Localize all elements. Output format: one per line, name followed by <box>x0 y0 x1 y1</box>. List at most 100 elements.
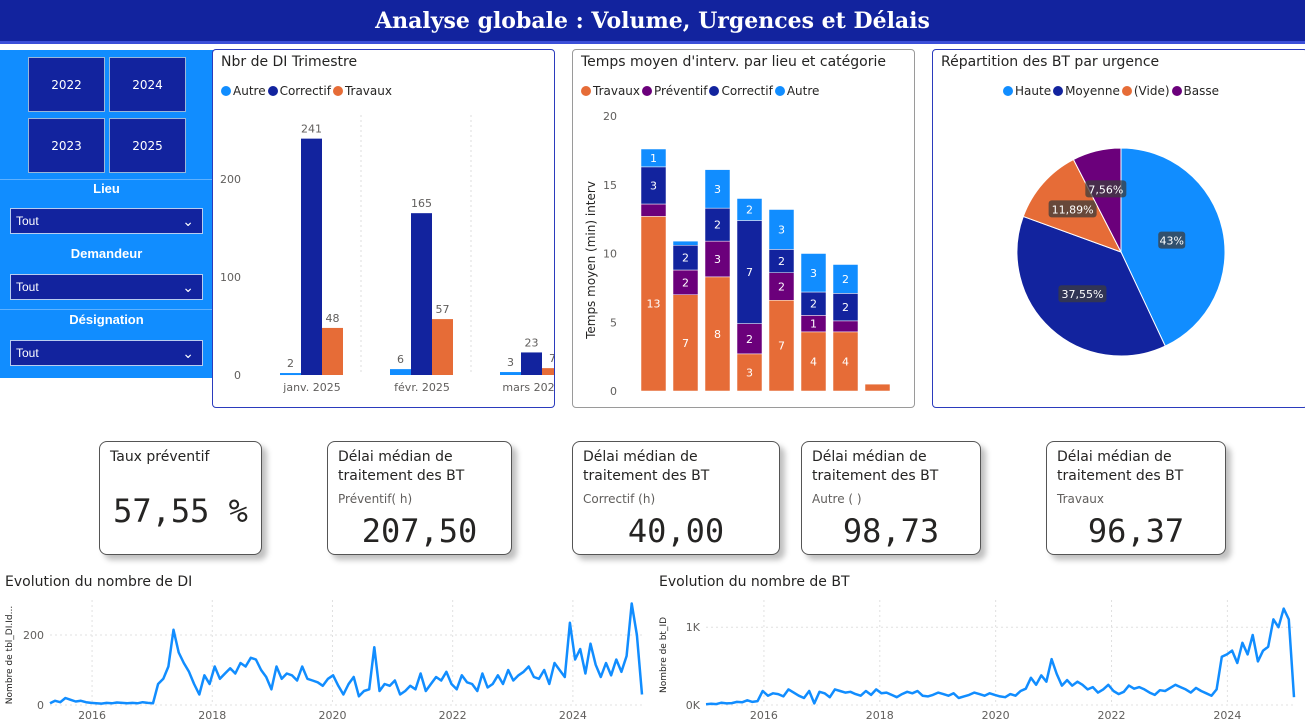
data-label: 2 <box>714 219 721 232</box>
bt-urgence-card[interactable]: Répartition des BT par urgence Haute Moy… <box>932 49 1305 408</box>
legend-item-moyenne[interactable]: Moyenne <box>1053 84 1120 98</box>
data-label: 3 <box>714 253 721 266</box>
bar-segment <box>832 320 859 333</box>
pie-slice-basse <box>1072 147 1122 253</box>
bar-segment <box>800 253 827 293</box>
chart-title: Evolution du nombre de BT <box>659 574 850 590</box>
x-tick-label: 2016 <box>750 709 778 722</box>
title-underline <box>0 41 1305 44</box>
data-label-bg <box>1058 285 1107 303</box>
kpi-subtitle: Travaux <box>1057 492 1105 506</box>
kpi-value: 98,73 <box>842 512 940 550</box>
separator <box>0 179 213 180</box>
bar-segment <box>832 331 859 392</box>
kpi-card-delai-autre[interactable]: Délai médian de traitement des BT Autre … <box>801 441 981 555</box>
legend-item-autre[interactable]: Autre <box>774 84 819 98</box>
kpi-title: Délai médian de traitement des BT <box>583 449 710 484</box>
chevron-down-icon: ⌄ <box>182 213 194 229</box>
y-axis-label: Nombre de bt_ID <box>659 617 669 693</box>
year-button-2022[interactable]: 2022 <box>28 57 105 112</box>
page-title: Analyse globale : Volume, Urgences et Dé… <box>0 0 1305 42</box>
y-tick-label: 0 <box>37 699 44 712</box>
kpi-title: Délai médian de traitement des BT <box>812 449 939 484</box>
chart-title: Répartition des BT par urgence <box>941 54 1160 70</box>
bar-segment <box>864 383 891 392</box>
year-button-2025[interactable]: 2025 <box>109 118 186 173</box>
legend-item-travaux[interactable]: Travaux <box>581 84 640 98</box>
series-line <box>705 607 1296 706</box>
chart-title: Temps moyen d'interv. par lieu et catégo… <box>581 54 886 70</box>
x-tick-label: 2020 <box>982 709 1010 722</box>
y-tick-label: 200 <box>220 173 241 186</box>
legend-item-travaux[interactable]: Travaux <box>332 84 392 98</box>
bar-segment <box>800 331 827 392</box>
data-label: 57 <box>436 303 450 316</box>
data-label: 7 <box>778 340 785 353</box>
x-tick-label: 2022 <box>439 709 467 722</box>
bar-segment <box>704 169 731 209</box>
chart-legend: Autre Correctif Travaux <box>221 84 392 98</box>
kpi-subtitle: Préventif( h) <box>338 492 413 506</box>
kpi-card-delai-correctif[interactable]: Délai médian de traitement des BT Correc… <box>572 441 780 555</box>
kpi-value: 207,50 <box>361 512 478 550</box>
legend-item-basse[interactable]: Basse <box>1171 84 1219 98</box>
designation-dropdown[interactable]: Tout ⌄ <box>10 340 203 366</box>
x-tick-label: 2018 <box>866 709 894 722</box>
y-tick-label: 0K <box>686 699 701 712</box>
legend-item-autre[interactable]: Autre <box>221 84 266 98</box>
kpi-card-delai-preventif[interactable]: Délai médian de traitement des BT Préven… <box>327 441 512 555</box>
di-trimestre-card[interactable]: Nbr de DI Trimestre Autre Correctif Trav… <box>212 49 555 408</box>
evol-di-chart[interactable]: Nombre de tbl_DI.Id... 0 200 2016 2018 2020 20… <box>0 595 650 725</box>
legend-item-correctif[interactable]: Correctif <box>267 84 331 98</box>
bar-segment <box>736 220 763 324</box>
temps-moyen-card[interactable]: Temps moyen d'interv. par lieu et catégo… <box>572 49 915 408</box>
designation-value: Tout <box>16 346 39 360</box>
legend-item-correctif[interactable]: Correctif <box>709 84 773 98</box>
data-label: 2 <box>842 301 849 314</box>
bar-segment <box>640 203 667 217</box>
data-label: 2 <box>778 281 785 294</box>
x-tick-label: 2016 <box>78 709 106 722</box>
kpi-title: Taux préventif <box>110 449 210 465</box>
kpi-value: 40,00 <box>627 512 725 550</box>
data-label: 7,56% <box>1088 183 1123 196</box>
data-label: 3 <box>650 179 657 192</box>
chart-title: Evolution du nombre de DI <box>5 574 193 590</box>
demandeur-dropdown[interactable]: Tout ⌄ <box>10 274 203 300</box>
evol-bt-chart[interactable]: Nombre de bt_ID 0K 1K 2016 2018 2020 2022 2024 <box>656 595 1302 725</box>
bt-urgence-pie: 43% 37,55% 11,89% 7,56% <box>1016 147 1226 357</box>
bar-correctif <box>411 213 432 375</box>
data-label-bg <box>1085 180 1127 198</box>
y-tick-label: 10 <box>603 248 617 261</box>
x-tick-label: mars 2025 <box>502 381 554 394</box>
kpi-value: 96,37 <box>1087 512 1185 550</box>
bar-segment <box>672 240 699 246</box>
y-tick-label: 200 <box>23 629 44 642</box>
di-trimestre-chart: 0 100 200 2 241 48 janv. 2025 6 165 57 févr. 2025 3… <box>220 115 554 394</box>
legend-item-vide[interactable]: (Vide) <box>1121 84 1170 98</box>
y-tick-label: 100 <box>220 271 241 284</box>
legend-item-haute[interactable]: Haute <box>1003 84 1051 98</box>
legend-item-preventif[interactable]: Préventif <box>642 84 707 98</box>
bar-autre <box>500 372 521 375</box>
bar-segment <box>640 148 667 168</box>
bar-segment <box>768 300 795 392</box>
year-button-2024[interactable]: 2024 <box>109 57 186 112</box>
data-label: 7 <box>746 266 753 279</box>
bar-autre <box>390 369 411 375</box>
lieu-dropdown[interactable]: Tout ⌄ <box>10 208 203 234</box>
bar-travaux <box>542 368 554 375</box>
data-label: 4 <box>810 355 817 368</box>
data-label: 7 <box>682 337 689 350</box>
data-label: 1 <box>810 318 817 331</box>
bar-segment <box>672 294 699 392</box>
data-label: 37,55% <box>1061 288 1103 301</box>
y-axis-label: Nombre de tbl_DI.Id... <box>5 606 15 704</box>
kpi-card-taux-preventif[interactable]: Taux préventif 57,55 % <box>99 441 262 555</box>
lieu-value: Tout <box>16 214 39 228</box>
kpi-card-delai-travaux[interactable]: Délai médian de traitement des BT Travau… <box>1046 441 1226 555</box>
year-button-2023[interactable]: 2023 <box>28 118 105 173</box>
data-label: 7 <box>549 352 554 365</box>
x-tick-label: 2020 <box>318 709 346 722</box>
